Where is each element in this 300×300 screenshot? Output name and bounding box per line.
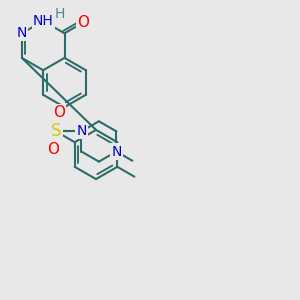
Text: O: O (47, 142, 59, 158)
Text: O: O (53, 105, 65, 120)
Text: N: N (76, 124, 87, 138)
Text: N: N (76, 124, 87, 138)
Text: N: N (111, 145, 122, 158)
Text: H: H (55, 7, 65, 20)
Text: O: O (77, 15, 89, 30)
Text: S: S (51, 122, 61, 140)
Text: N: N (17, 26, 27, 40)
Text: NH: NH (33, 14, 54, 28)
